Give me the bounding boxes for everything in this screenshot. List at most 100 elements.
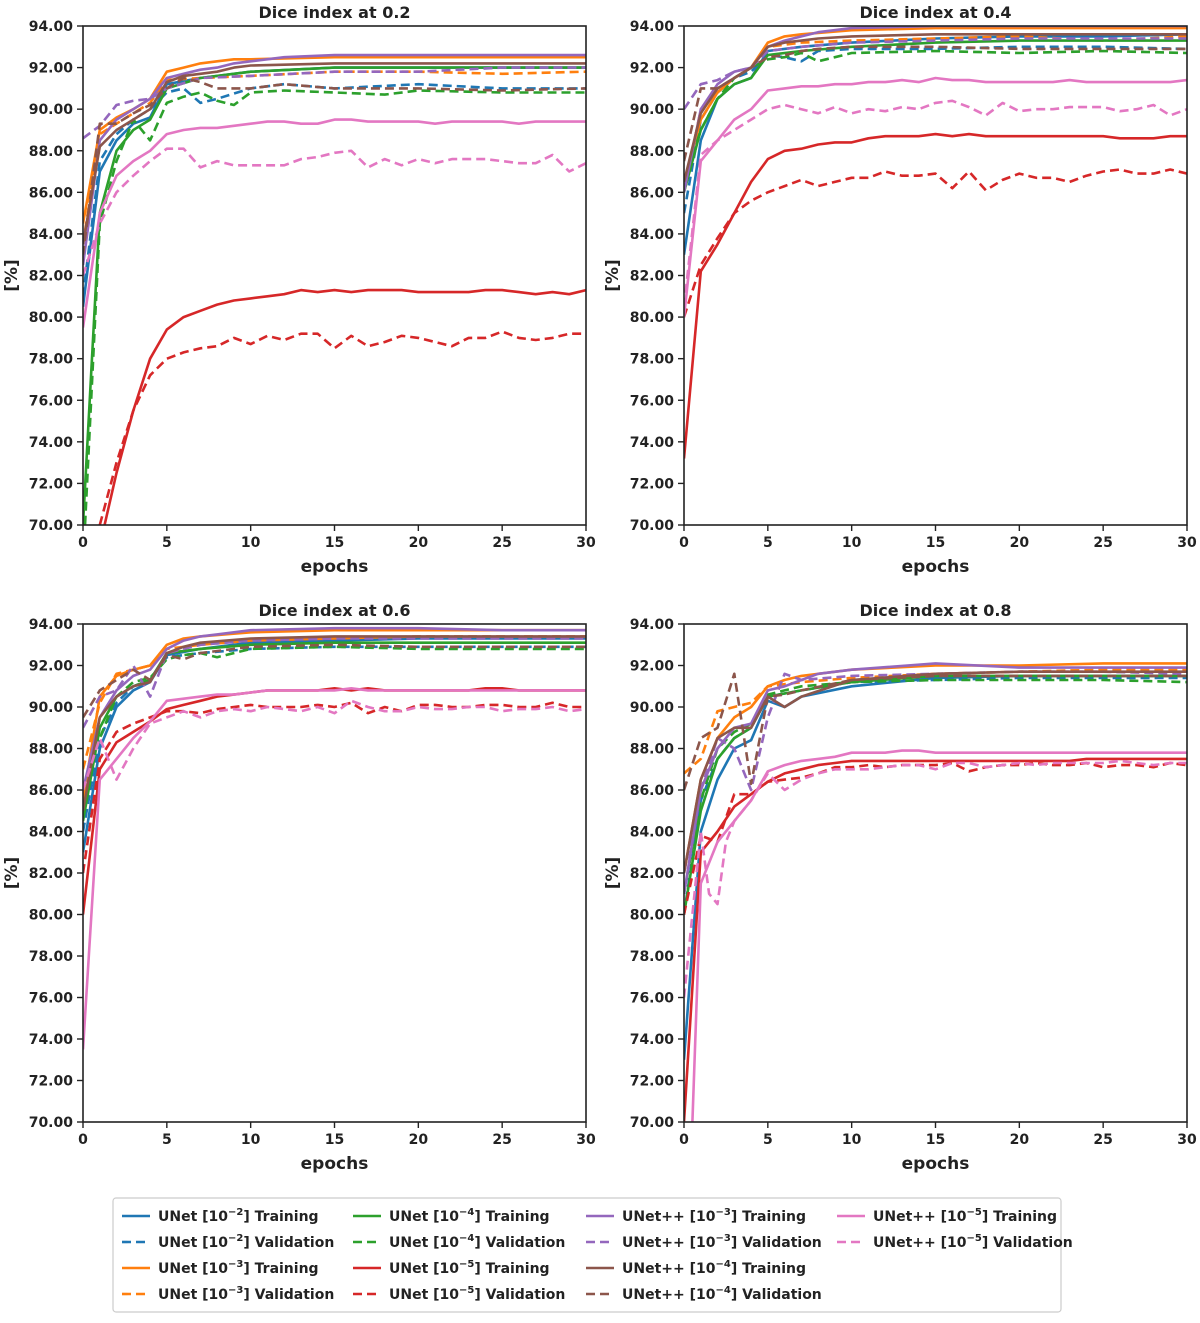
chart-title: Dice index at 0.2 <box>258 3 410 22</box>
legend-label-lead: UNet++ [10 <box>622 1209 716 1225</box>
y-tick-label: 76.00 <box>630 393 675 409</box>
y-tick-label: 92.00 <box>29 61 74 77</box>
legend-label: UNet++ [10−3] Training <box>622 1207 806 1225</box>
x-tick-label: 0 <box>78 1132 88 1148</box>
series-line-s9 <box>83 66 586 140</box>
legend-label-lead: UNet++ [10 <box>622 1287 716 1303</box>
series-line-s12 <box>684 76 1187 318</box>
y-axis-label: [%] <box>603 259 623 292</box>
x-axis-label: epochs <box>902 557 970 577</box>
x-tick-label: 0 <box>78 535 88 551</box>
legend-entry-s3: UNet [10−3] Validation <box>122 1285 334 1303</box>
series-line-s9 <box>684 37 1187 110</box>
legend-label-exponent: −4 <box>716 1285 731 1296</box>
y-tick-label: 88.00 <box>29 742 74 758</box>
y-tick-label: 88.00 <box>630 144 675 160</box>
chart-title: Dice index at 0.8 <box>859 601 1011 620</box>
legend-label-lead: UNet [10 <box>389 1235 459 1251</box>
y-tick-label: 94.00 <box>630 617 675 633</box>
legend-label-tail: ] Training <box>243 1209 318 1225</box>
y-tick-label: 90.00 <box>29 102 74 118</box>
legend-label: UNet [10−3] Validation <box>158 1285 334 1303</box>
series-line-s10 <box>684 670 1187 874</box>
y-tick-label: 90.00 <box>630 102 675 118</box>
y-tick-label: 92.00 <box>630 659 675 675</box>
series-line-s11 <box>684 672 1187 791</box>
legend-entry-s8: UNet++ [10−3] Training <box>586 1207 806 1225</box>
legend-label-tail: ] Training <box>474 1261 549 1277</box>
legend-label-tail: ] Validation <box>982 1235 1073 1251</box>
series-line-s12 <box>690 749 1187 1122</box>
legend-label-exponent: −3 <box>716 1207 731 1218</box>
series-group <box>684 662 1187 1122</box>
series-line-s6 <box>103 288 586 525</box>
legend-label-exponent: −3 <box>228 1285 243 1296</box>
x-tick-label: 5 <box>162 1132 172 1148</box>
x-tick-label: 20 <box>1010 1132 1030 1148</box>
legend-label-lead: UNet++ [10 <box>873 1209 967 1225</box>
legend-label: UNet [10−2] Validation <box>158 1233 334 1251</box>
series-line-s7 <box>684 761 1187 915</box>
x-tick-label: 15 <box>325 535 344 551</box>
y-tick-label: 78.00 <box>29 949 74 965</box>
y-tick-label: 82.00 <box>29 269 74 285</box>
legend-label-lead: UNet [10 <box>389 1261 459 1277</box>
y-tick-label: 90.00 <box>29 700 74 716</box>
series-line-s10 <box>684 32 1187 183</box>
series-line-s5 <box>684 678 1187 895</box>
plot-area <box>684 624 1187 1122</box>
x-tick-label: 20 <box>1010 535 1030 551</box>
x-axis-label: epochs <box>301 557 369 577</box>
series-line-s10 <box>83 62 586 245</box>
series-line-s3 <box>684 35 1187 193</box>
plot-area <box>684 26 1187 525</box>
legend-entry-s12: UNet++ [10−5] Training <box>837 1207 1057 1225</box>
series-line-s8 <box>83 53 586 266</box>
y-tick-label: 84.00 <box>630 825 675 841</box>
y-tick-label: 72.00 <box>29 1074 74 1090</box>
x-tick-label: 5 <box>763 1132 773 1148</box>
y-tick-label: 80.00 <box>29 908 74 924</box>
legend-label-lead: UNet++ [10 <box>622 1261 716 1277</box>
chart-panel-3: 70.00 72.00 74.00 76.00 78.00 80.00 82.00 84.00… <box>2 601 596 1174</box>
series-line-s8 <box>684 26 1187 193</box>
legend-entry-s2: UNet [10−3] Training <box>122 1259 319 1277</box>
x-tick-label: 0 <box>679 1132 689 1148</box>
y-tick-label: 72.00 <box>630 1074 675 1090</box>
series-line-s4 <box>684 674 1187 915</box>
legend-label-exponent: −5 <box>459 1285 474 1296</box>
x-tick-label: 30 <box>576 535 596 551</box>
x-tick-label: 5 <box>763 535 773 551</box>
legend-label: UNet++ [10−4] Validation <box>622 1285 822 1303</box>
series-line-s1 <box>83 82 586 297</box>
y-tick-label: 76.00 <box>29 393 74 409</box>
legend-label-exponent: −4 <box>716 1259 731 1270</box>
y-tick-label: 94.00 <box>630 19 675 35</box>
x-tick-label: 30 <box>576 1132 596 1148</box>
legend-label: UNet [10−3] Training <box>158 1259 319 1277</box>
x-tick-label: 10 <box>842 535 862 551</box>
series-line-s12 <box>83 118 586 328</box>
legend-label-exponent: −4 <box>459 1207 474 1218</box>
y-tick-label: 82.00 <box>29 866 74 882</box>
legend-label-lead: UNet [10 <box>158 1287 228 1303</box>
legend-label-lead: UNet++ [10 <box>873 1235 967 1251</box>
series-group <box>684 26 1187 459</box>
series-line-s10 <box>83 635 586 812</box>
x-tick-label: 30 <box>1177 1132 1197 1148</box>
y-axis-label: [%] <box>2 259 22 292</box>
legend-label-lead: UNet++ [10 <box>622 1235 716 1251</box>
chart-title: Dice index at 0.4 <box>859 3 1011 22</box>
x-tick-label: 5 <box>162 535 172 551</box>
legend-label-tail: ] Validation <box>474 1287 565 1303</box>
x-tick-label: 25 <box>492 535 511 551</box>
legend-label-tail: ] Validation <box>243 1287 334 1303</box>
y-tick-label: 92.00 <box>29 659 74 675</box>
legend-label: UNet++ [10−5] Validation <box>873 1233 1073 1251</box>
series-line-s13 <box>83 699 586 791</box>
legend-label-exponent: −3 <box>716 1233 731 1244</box>
y-tick-label: 80.00 <box>630 908 675 924</box>
x-axis-label: epochs <box>902 1154 970 1174</box>
